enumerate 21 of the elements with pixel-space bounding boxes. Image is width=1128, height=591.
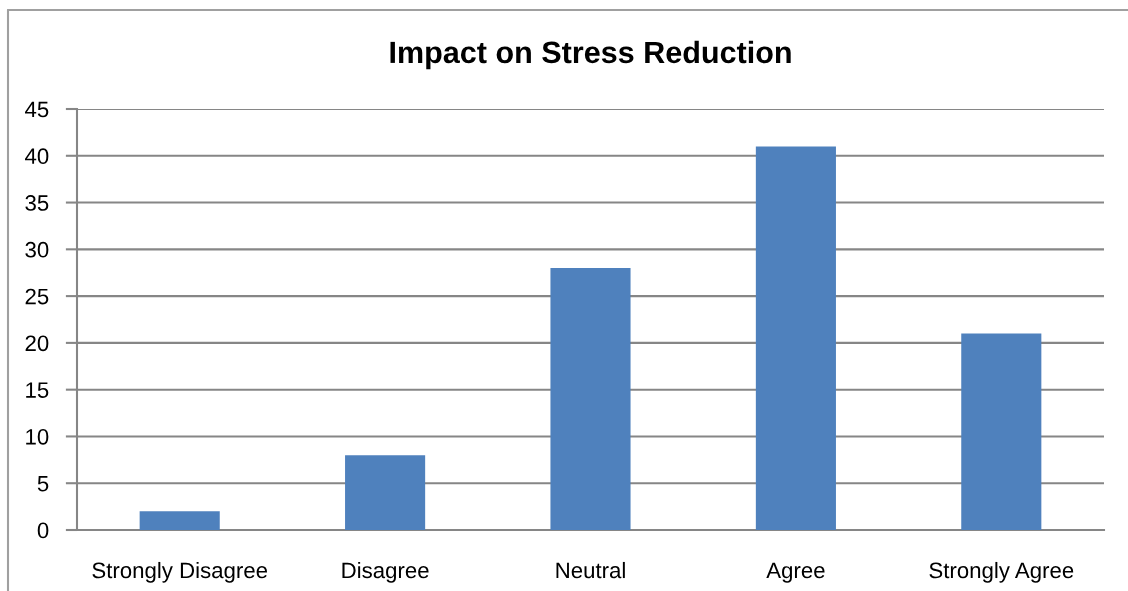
bar xyxy=(345,455,426,530)
x-tick-label: Agree xyxy=(766,562,825,583)
x-tick-label: Neutral xyxy=(556,561,625,579)
bar xyxy=(139,511,220,530)
bar xyxy=(755,146,836,530)
chart-title: Impact on Stress Reduction xyxy=(390,40,791,70)
x-tick-label: Strongly Agree xyxy=(929,561,1074,583)
y-tick-label: 5 xyxy=(37,475,49,492)
x-tick-label: Strongly Disagree xyxy=(92,561,268,583)
y-tick-label: 20 xyxy=(25,335,49,352)
y-tick-label: 0 xyxy=(37,522,49,539)
y-tick-label: 40 xyxy=(25,148,49,165)
bar xyxy=(550,268,631,530)
x-tick-label: Disagree xyxy=(342,561,429,583)
bar xyxy=(961,333,1042,530)
y-tick-label: 10 xyxy=(26,428,49,445)
y-tick-label: 15 xyxy=(26,382,49,398)
y-tick-label: 45 xyxy=(25,101,49,118)
y-tick-label: 30 xyxy=(25,241,49,258)
y-tick-label: 35 xyxy=(25,195,49,211)
y-tick-label: 25 xyxy=(25,288,49,305)
